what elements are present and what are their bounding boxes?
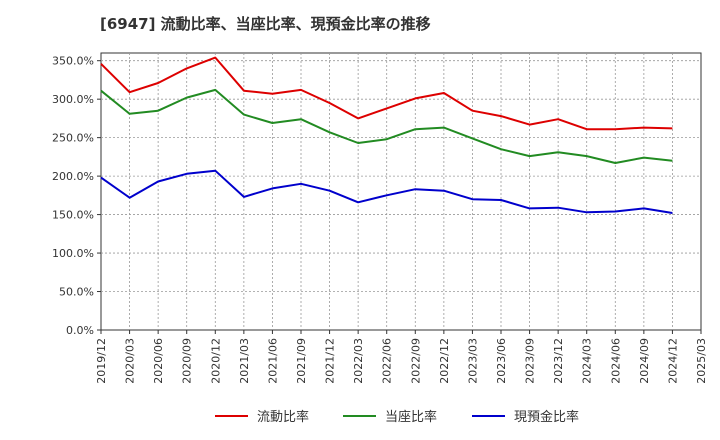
y-tick-label: 300.0% xyxy=(52,93,94,106)
legend-label: 流動比率 xyxy=(257,409,309,425)
series-layer xyxy=(100,56,673,214)
x-tick-label: 2022/09 xyxy=(409,338,422,384)
x-tick-label: 2023/06 xyxy=(495,338,508,384)
grid-lines xyxy=(101,53,701,330)
series-line-現預金比率 xyxy=(100,169,673,214)
legend-label: 当座比率 xyxy=(385,409,437,425)
x-tick-label: 2023/12 xyxy=(552,338,565,384)
y-tick-label: 250.0% xyxy=(52,132,94,145)
x-tick-label: 2020/06 xyxy=(152,338,165,384)
x-tick-label: 2020/09 xyxy=(181,338,194,384)
x-tick-label: 2021/06 xyxy=(266,338,279,384)
x-tick-label: 2020/03 xyxy=(124,338,137,384)
x-tick-label: 2020/12 xyxy=(209,338,222,384)
chart-title: [6947] 流動比率、当座比率、現預金比率の推移 xyxy=(100,15,431,33)
x-tick-label: 2021/03 xyxy=(238,338,251,384)
x-tick-label: 2021/09 xyxy=(295,338,308,384)
series-line-当座比率 xyxy=(100,88,673,164)
x-axis-ticks: 2019/12 2020/03 2020/06 2020/09 2020/12 2021/… xyxy=(95,330,708,384)
series-line-流動比率 xyxy=(100,56,673,131)
y-tick-label: 200.0% xyxy=(52,170,94,183)
x-tick-label: 2024/06 xyxy=(609,338,622,384)
x-tick-label: 2022/12 xyxy=(438,338,451,384)
x-tick-label: 2022/06 xyxy=(381,338,394,384)
x-tick-label: 2023/09 xyxy=(524,338,537,384)
x-tick-label: 2022/03 xyxy=(352,338,365,384)
legend-label: 現預金比率 xyxy=(514,409,579,425)
x-tick-label: 2024/09 xyxy=(638,338,651,384)
x-tick-label: 2024/03 xyxy=(581,338,594,384)
y-tick-label: 150.0% xyxy=(52,209,94,222)
y-tick-label: 100.0% xyxy=(52,247,94,260)
y-tick-label: 50.0% xyxy=(59,286,94,299)
x-tick-label: 2021/12 xyxy=(324,338,337,384)
y-tick-label: 0.0% xyxy=(66,324,94,337)
x-tick-label: 2019/12 xyxy=(95,338,108,384)
x-tick-label: 2025/03 xyxy=(695,338,708,384)
legend: 流動比率 当座比率 現預金比率 xyxy=(215,409,579,425)
y-axis-ticks: 0.0% 50.0% 100.0% 150.0% 200.0% 250.0% 300.0% 3… xyxy=(52,55,101,337)
x-tick-label: 2024/12 xyxy=(666,338,679,384)
x-tick-label: 2023/03 xyxy=(466,338,479,384)
y-tick-label: 350.0% xyxy=(52,55,94,68)
